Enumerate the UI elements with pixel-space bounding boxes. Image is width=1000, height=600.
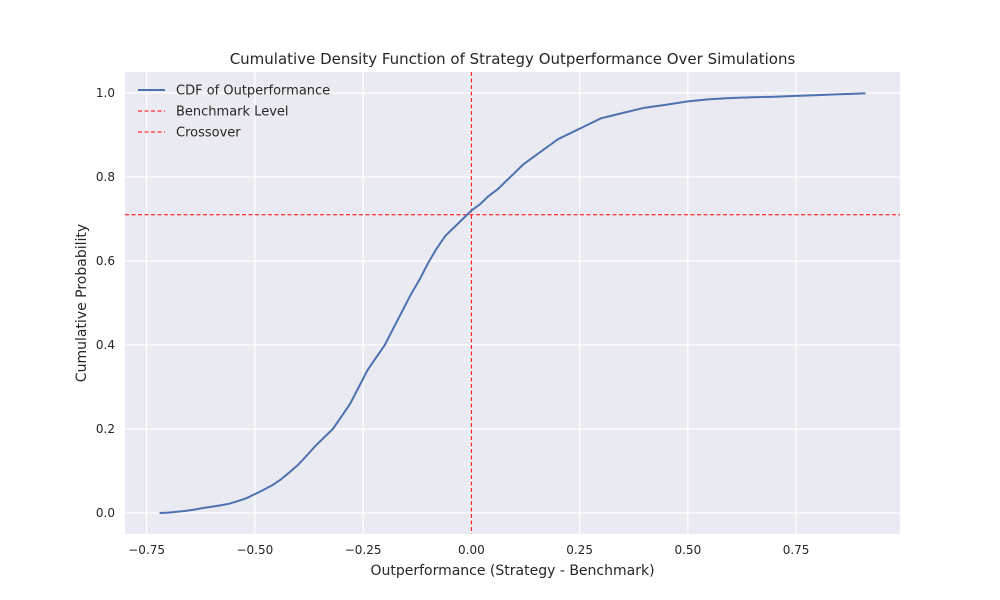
- x-tick-label: 0.75: [783, 543, 810, 557]
- x-tick-label: −0.75: [128, 543, 165, 557]
- x-axis-label: Outperformance (Strategy - Benchmark): [370, 563, 654, 579]
- y-tick-label: 0.8: [96, 170, 115, 184]
- y-axis-label: Cumulative Probability: [74, 224, 90, 382]
- x-tick-label: −0.25: [345, 543, 382, 557]
- x-tick-label: −0.50: [236, 543, 273, 557]
- grid: [125, 72, 900, 534]
- y-tick-label: 1.0: [96, 86, 115, 100]
- y-tick-label: 0.4: [96, 338, 115, 352]
- legend-label: CDF of Outperformance: [176, 84, 330, 99]
- x-tick-label: 0.50: [674, 543, 701, 557]
- x-tick-label: 0.25: [566, 543, 593, 557]
- plot-area: [125, 72, 900, 534]
- y-tick-label: 0.0: [96, 506, 115, 520]
- series-lines: [159, 92, 866, 514]
- tick-labels: −0.75 −0.50 −0.25 0.00 0.25 0.50 0.75 0.0 0.2 0.4…: [96, 86, 810, 557]
- legend: CDF of Outperformance Benchmark Level Cros…: [138, 84, 330, 141]
- y-tick-label: 0.2: [96, 422, 115, 436]
- reference-lines: [125, 72, 900, 534]
- legend-label: Benchmark Level: [176, 105, 289, 120]
- y-tick-label: 0.6: [96, 254, 115, 268]
- x-tick-label: 0.00: [458, 543, 485, 557]
- legend-label: Crossover: [176, 126, 241, 141]
- cdf-series-line: [159, 92, 866, 514]
- chart-title: Cumulative Density Function of Strategy …: [230, 50, 796, 68]
